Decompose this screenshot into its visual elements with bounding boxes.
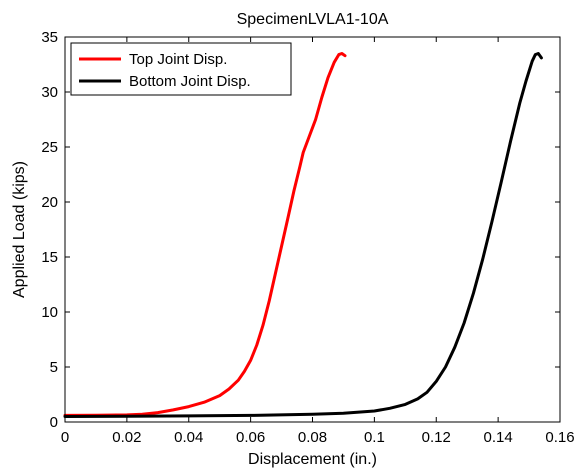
y-tick-label: 35 bbox=[41, 29, 58, 46]
x-tick-label: 0.14 bbox=[484, 429, 513, 446]
chart-title: SpecimenLVLA1-10A bbox=[237, 11, 389, 28]
y-tick-label: 15 bbox=[41, 249, 58, 266]
series-line-top-joint bbox=[63, 52, 347, 417]
y-tick-labels: 0 5 10 15 20 25 30 35 bbox=[41, 29, 58, 431]
y-tick-label: 25 bbox=[41, 139, 58, 156]
x-tick-label: 0 bbox=[61, 429, 69, 446]
y-tick-label: 20 bbox=[41, 194, 58, 211]
y-tick-label: 10 bbox=[41, 304, 58, 321]
y-tick-label: 5 bbox=[50, 359, 58, 376]
x-tick-label: 0.08 bbox=[298, 429, 327, 446]
x-axis-label: Displacement (in.) bbox=[248, 451, 377, 468]
series-group bbox=[63, 52, 543, 418]
x-tick-label: 0.06 bbox=[236, 429, 265, 446]
legend-label-top-joint: Top Joint Disp. bbox=[129, 51, 227, 68]
x-tick-label: 0.02 bbox=[112, 429, 141, 446]
x-tick-label: 0.16 bbox=[545, 429, 574, 446]
legend: Top Joint Disp. Bottom Joint Disp. bbox=[70, 42, 292, 96]
x-tick-label: 0.1 bbox=[364, 429, 385, 446]
series-line-bottom-joint bbox=[63, 52, 543, 418]
plot-frame bbox=[64, 36, 561, 423]
y-axis-label: Applied Load (kips) bbox=[11, 161, 28, 298]
x-tick-label: 0.12 bbox=[422, 429, 451, 446]
x-tick-label: 0.04 bbox=[174, 429, 203, 446]
y-tick-label: 30 bbox=[41, 84, 58, 101]
y-tick-label: 0 bbox=[50, 414, 58, 431]
x-tick-labels: 0 0.02 0.04 0.06 0.08 0.1 0.12 0.14 0.16 bbox=[61, 429, 575, 446]
legend-label-bottom-joint: Bottom Joint Disp. bbox=[129, 73, 251, 90]
legend-box bbox=[70, 42, 292, 96]
